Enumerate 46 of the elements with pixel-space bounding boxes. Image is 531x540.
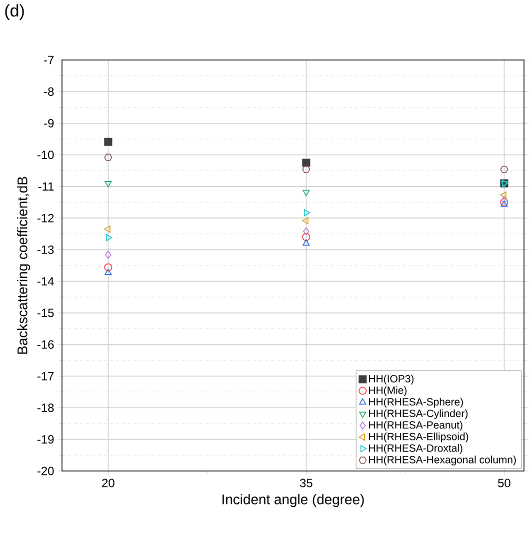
legend-label: HH(RHESA-Ellipsoid) — [369, 432, 468, 442]
legend-label: HH(Mie) — [369, 386, 407, 396]
point — [104, 138, 112, 146]
point — [302, 239, 310, 246]
point — [104, 268, 112, 276]
y-tick-label: -9 — [44, 118, 54, 128]
point — [104, 226, 110, 233]
y-tick-label: -14 — [37, 277, 54, 286]
x-tick-label: 50 — [498, 478, 510, 488]
point — [303, 227, 310, 236]
point — [105, 250, 112, 259]
point — [104, 263, 112, 272]
y-tick-label: -7 — [44, 56, 54, 64]
point — [302, 158, 310, 167]
y-tick-label: -15 — [37, 308, 54, 318]
x-tick-label: 20 — [102, 478, 114, 488]
point — [104, 154, 112, 161]
legend-label: HH(RHESA-Droxtal) — [369, 444, 462, 454]
y-tick-label: -13 — [37, 245, 54, 254]
y-tick-label: -16 — [37, 340, 54, 349]
y-axis-title: Backscattering coefficient,dB — [17, 176, 30, 354]
chart-title: (d) — [5, 4, 24, 20]
legend-label: HH(RHESA-Cylinder) — [369, 409, 468, 420]
legend-label: HH(RHESA-Peanut) — [369, 420, 462, 431]
point — [104, 181, 112, 188]
point — [106, 234, 112, 242]
point — [500, 191, 506, 199]
y-tick-label: -12 — [37, 214, 54, 222]
y-tick-label: -19 — [37, 435, 54, 444]
legend-label: HH(RHESA-Sphere) — [369, 398, 463, 408]
point — [304, 209, 310, 216]
point — [500, 166, 508, 173]
point — [302, 217, 308, 224]
legend-label: HH(RHESA-Hexagonal column) — [369, 456, 516, 466]
point — [302, 233, 310, 242]
y-tick-label: -18 — [37, 404, 54, 412]
y-tick-label: -17 — [37, 372, 54, 380]
x-tick-label: 35 — [300, 478, 312, 488]
point — [302, 190, 310, 196]
y-tick-label: -8 — [44, 87, 54, 96]
x-axis-title: Incident angle (degree) — [222, 494, 364, 508]
y-tick-label: -20 — [37, 466, 54, 476]
y-tick-label: -10 — [37, 150, 54, 160]
legend-label: HH(IOP3) — [369, 374, 414, 384]
y-tick-label: -11 — [38, 182, 54, 191]
point — [302, 166, 310, 173]
